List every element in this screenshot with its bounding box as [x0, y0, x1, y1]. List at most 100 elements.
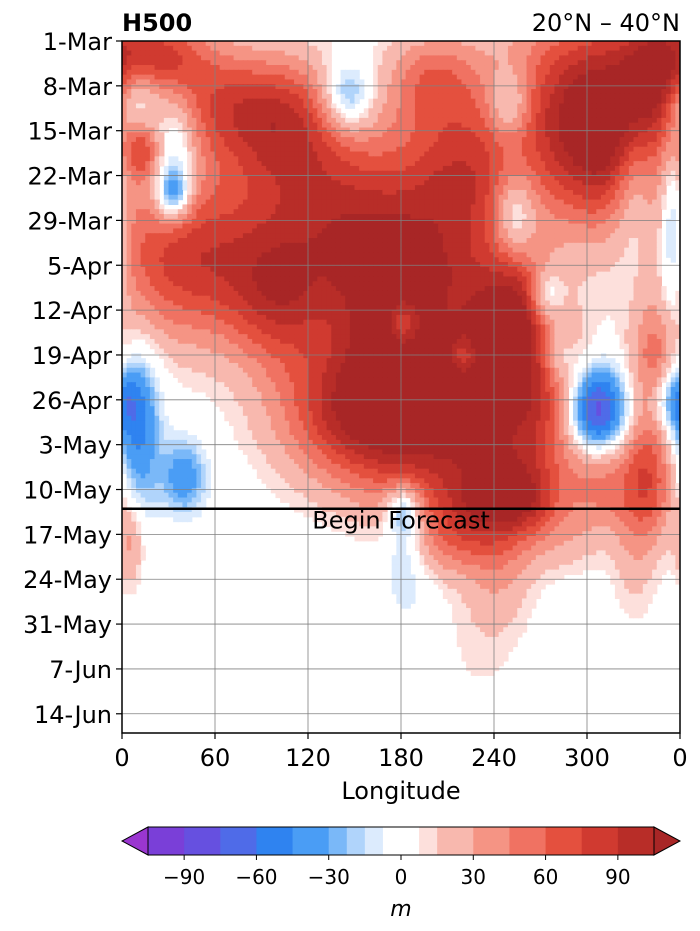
anomaly-cell [517, 170, 523, 177]
anomaly-cell [433, 242, 439, 249]
anomaly-cell [182, 233, 188, 239]
anomaly-cell [275, 84, 281, 90]
anomaly-cell [638, 238, 644, 244]
anomaly-cell [447, 218, 453, 225]
anomaly-cell [433, 79, 439, 85]
anomaly-cell [433, 93, 439, 100]
anomaly-cell [563, 242, 569, 249]
anomaly-cell [345, 122, 351, 129]
anomaly-cell [559, 209, 565, 215]
anomaly-cell [442, 209, 449, 215]
anomaly-cell [382, 55, 388, 61]
anomaly-cell [652, 223, 658, 230]
anomaly-cell [201, 151, 207, 157]
anomaly-cell [503, 74, 509, 81]
anomaly-cell [517, 89, 523, 95]
anomaly-cell [433, 170, 439, 177]
anomaly-cell [624, 117, 630, 124]
anomaly-cell [582, 41, 588, 47]
anomaly-cell [452, 228, 458, 234]
anomaly-cell [582, 117, 588, 124]
anomaly-cell [242, 50, 249, 57]
anomaly-cell [312, 122, 318, 129]
anomaly-cell [187, 194, 193, 201]
anomaly-cell [396, 132, 402, 138]
anomaly-cell [359, 79, 365, 85]
anomaly-cell [447, 194, 453, 201]
anomaly-cell [140, 218, 146, 225]
anomaly-cell [275, 41, 281, 47]
anomaly-cell [405, 84, 411, 90]
anomaly-cell [368, 180, 374, 186]
anomaly-cell [535, 175, 542, 181]
anomaly-cell [466, 180, 472, 186]
anomaly-cell [205, 185, 211, 191]
anomaly-cell [224, 45, 230, 52]
anomaly-cell [154, 209, 160, 215]
anomaly-cell [387, 223, 393, 230]
anomaly-cell [661, 41, 667, 47]
anomaly-cell [396, 127, 402, 133]
anomaly-cell [600, 209, 607, 215]
anomaly-cell [466, 127, 472, 133]
anomaly-cell [517, 84, 523, 90]
anomaly-cell [340, 93, 346, 100]
anomaly-cell [349, 180, 356, 186]
anomaly-cell [661, 108, 667, 114]
anomaly-cell [624, 41, 630, 47]
anomaly-cell [577, 117, 583, 124]
anomaly-cell [135, 185, 142, 191]
anomaly-cell [605, 41, 611, 47]
anomaly-cell [545, 151, 551, 157]
anomaly-cell [461, 185, 467, 191]
anomaly-cell [456, 170, 463, 177]
anomaly-cell [582, 132, 588, 138]
anomaly-cell [387, 50, 393, 57]
anomaly-cell [656, 156, 662, 162]
anomaly-cell [475, 55, 481, 61]
anomaly-cell [135, 228, 142, 234]
anomaly-cell [294, 214, 300, 220]
anomaly-cell [549, 151, 556, 157]
anomaly-cell [326, 194, 332, 201]
anomaly-cell [498, 146, 504, 153]
anomaly-cell [424, 189, 430, 196]
anomaly-cell [545, 175, 551, 181]
anomaly-cell [470, 79, 476, 85]
anomaly-cell [587, 165, 593, 172]
anomaly-cell [205, 141, 211, 148]
anomaly-cell [456, 45, 463, 52]
anomaly-cell [521, 170, 528, 177]
anomaly-cell [228, 214, 235, 220]
anomaly-cell [256, 223, 263, 230]
anomaly-cell [242, 180, 249, 186]
anomaly-cell [219, 89, 225, 95]
anomaly-cell [475, 185, 481, 191]
anomaly-cell [419, 89, 425, 95]
anomaly-cell [596, 122, 602, 129]
anomaly-cell [252, 185, 258, 191]
anomaly-cell [596, 238, 602, 244]
anomaly-cell [624, 204, 630, 210]
anomaly-cell [145, 228, 151, 234]
anomaly-cell [512, 223, 518, 230]
anomaly-cell [568, 127, 574, 133]
anomaly-cell [428, 50, 435, 57]
anomaly-cell [596, 223, 602, 230]
anomaly-cell [559, 175, 565, 181]
anomaly-cell [549, 214, 556, 220]
anomaly-cell [419, 161, 425, 167]
anomaly-cell [354, 180, 360, 186]
anomaly-cell [163, 55, 170, 61]
anomaly-cell [233, 103, 239, 109]
anomaly-cell [428, 161, 435, 167]
anomaly-cell [484, 113, 490, 119]
anomaly-cell [210, 117, 216, 124]
anomaly-cell [303, 180, 309, 186]
anomaly-cell [345, 161, 351, 167]
anomaly-cell [252, 223, 258, 230]
anomaly-cell [521, 141, 528, 148]
anomaly-cell [173, 156, 179, 162]
anomaly-cell [619, 141, 625, 148]
anomaly-cell [582, 89, 588, 95]
